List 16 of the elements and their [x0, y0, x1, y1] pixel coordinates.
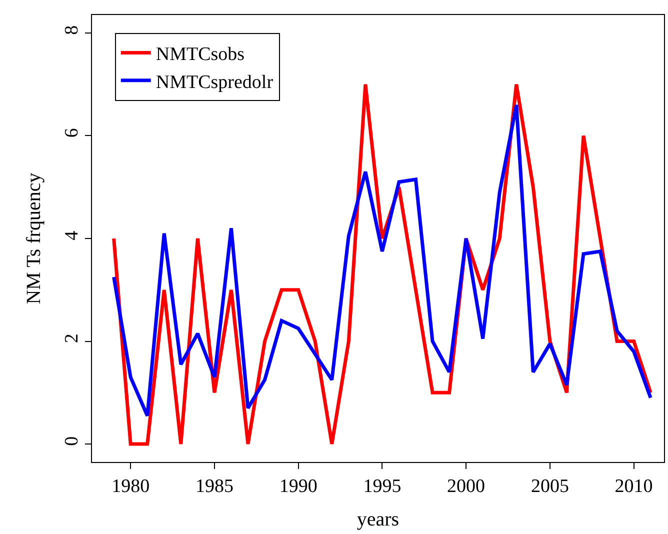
- y-tick-label: 6: [61, 128, 82, 138]
- x-tick-label: 1990: [279, 476, 318, 497]
- y-tick-label: 8: [61, 25, 82, 35]
- y-tick-label: 4: [61, 230, 82, 240]
- x-tick-label: 2010: [614, 476, 653, 497]
- legend-label: NMTCspredolr: [156, 72, 274, 93]
- x-tick-label: 1995: [363, 476, 402, 497]
- y-tick-label: 2: [61, 334, 82, 344]
- x-axis-title: years: [356, 508, 400, 530]
- x-tick-label: 2005: [530, 476, 569, 497]
- legend-label: NMTCsobs: [156, 44, 245, 66]
- x-tick-label: 2000: [447, 476, 486, 497]
- x-tick-label: 1985: [195, 476, 234, 497]
- x-tick-label: 1980: [112, 476, 150, 497]
- y-tick-label: 0: [61, 436, 82, 446]
- y-axis-title: NM Ts frquency: [22, 172, 45, 304]
